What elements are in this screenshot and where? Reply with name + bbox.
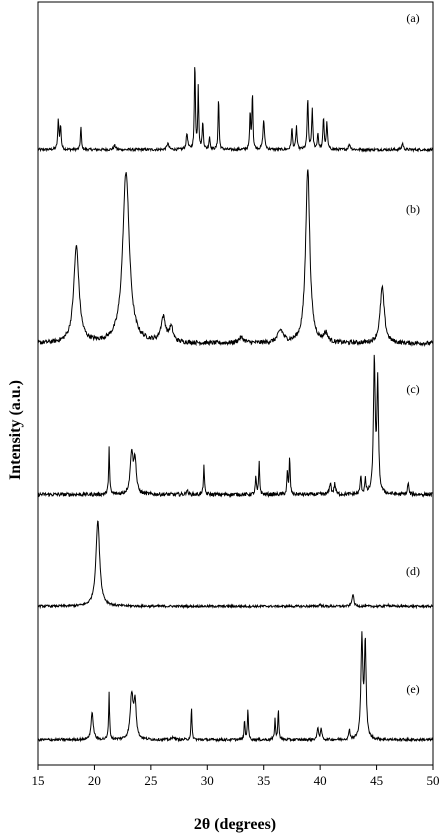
trace-d [37,520,434,610]
trace-b [37,169,434,348]
x-tick-label: 15 [32,773,45,788]
trace-c [37,354,434,499]
panel-label-d: (d) [406,564,420,578]
trace-a [37,67,434,153]
x-axis-title: 2θ (degrees) [194,816,276,833]
panel-label-e: (e) [406,682,419,696]
panel-label-a: (a) [406,11,419,25]
pattern-traces [37,67,434,743]
panel-label-b: (b) [406,202,420,216]
plot-frame [37,1,434,766]
x-tick-label: 20 [88,773,101,788]
x-tick-label: 40 [314,773,327,788]
x-axis-ticks: 15 20 25 30 35 40 45 50 [32,765,440,788]
x-tick-label: 45 [370,773,383,788]
x-tick-label: 50 [427,773,440,788]
x-tick-label: 30 [201,773,214,788]
y-axis-title: Intensity (a.u.) [7,380,24,480]
x-tick-label: 35 [257,773,270,788]
trace-e [37,631,434,743]
panel-label-c: (c) [406,382,419,396]
panel-labels: (a) (b) (c) (d) (e) [406,11,420,696]
x-tick-label: 25 [144,773,157,788]
